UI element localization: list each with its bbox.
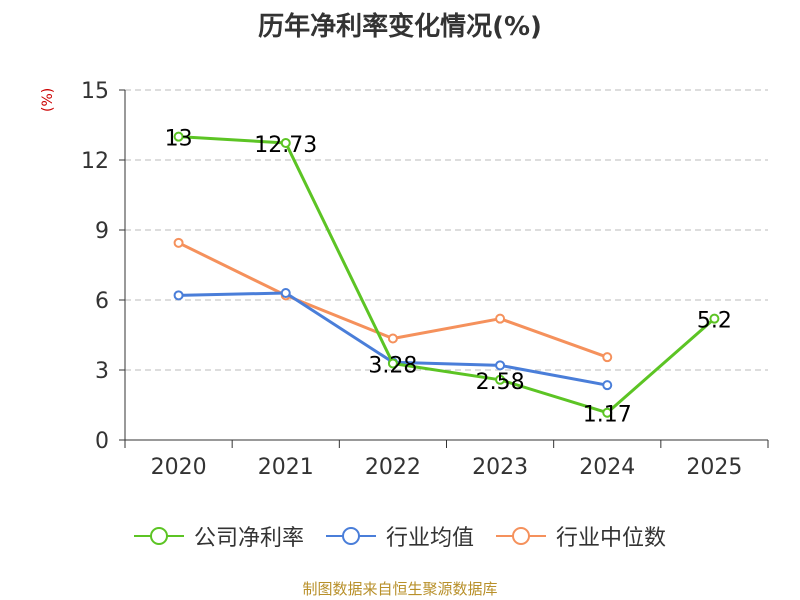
data-point-2-0 <box>173 237 184 248</box>
x-tick-label-2021: 2021 <box>258 455 314 480</box>
y-tick-label: 0 <box>95 429 109 454</box>
y-tick-label: 12 <box>81 149 109 174</box>
series-lines <box>173 131 720 418</box>
legend-item-industry-median[interactable]: 行业中位数 <box>496 520 666 552</box>
legend-item-company[interactable]: 公司净利率 <box>133 520 304 552</box>
data-label-company-1: 12.73 <box>254 133 317 158</box>
data-point-1-0 <box>173 290 184 301</box>
data-point-1-4 <box>602 380 613 391</box>
legend-label-industry-median: 行业中位数 <box>556 526 667 551</box>
data-point-0-1 <box>280 137 291 148</box>
x-tick-label-2025: 2025 <box>686 455 742 480</box>
data-label-company-5: 5.2 <box>697 309 732 334</box>
data-point-1-3 <box>495 360 506 371</box>
y-tick-label: 9 <box>95 219 109 244</box>
axes: 0 3 6 9 12 15 2020 2021 2022 2023 2024 2025 <box>81 79 769 480</box>
data-point-0-3 <box>495 374 506 385</box>
data-point-2-3 <box>495 313 506 324</box>
series-line-0 <box>178 135 716 415</box>
x-tick-label-2024: 2024 <box>579 455 635 480</box>
chart-title: 历年净利率变化情况(%) <box>258 12 542 42</box>
legend-item-industry-mean[interactable]: 行业均值 <box>325 520 474 552</box>
y-tick-label: 3 <box>95 359 109 384</box>
x-tick-label-2022: 2022 <box>365 455 421 480</box>
footer-source-note: 制图数据来自恒生聚源数据库 <box>302 580 498 598</box>
data-label-company-2: 3.28 <box>368 353 417 378</box>
data-point-1-1 <box>280 288 291 298</box>
y-tick-label: 15 <box>81 79 109 104</box>
data-point-0-2 <box>387 358 398 369</box>
data-label-company-4: 1.17 <box>583 403 632 428</box>
legend-label-industry-mean: 行业均值 <box>385 526 474 551</box>
data-point-2-4 <box>602 352 613 363</box>
legend-label-company: 公司净利率 <box>193 526 304 551</box>
data-label-company-3: 2.58 <box>476 370 525 395</box>
data-point-0-0 <box>173 131 184 142</box>
x-tick-label-2023: 2023 <box>472 455 528 480</box>
data-label-company-0: 13 <box>165 127 193 152</box>
x-tick-label-2020: 2020 <box>151 455 207 480</box>
data-point-0-4 <box>602 407 613 418</box>
y-tick-label: 6 <box>95 289 109 314</box>
grid-lines <box>125 89 768 371</box>
legend-swatch-industry-median <box>496 527 546 545</box>
data-point-0-5 <box>709 313 720 324</box>
legend-swatch-industry-mean <box>325 527 376 545</box>
legend-swatch-company <box>133 527 184 545</box>
data-point-2-2 <box>387 333 398 344</box>
legend: 公司净利率 行业均值 行业中位数 <box>0 520 800 552</box>
data-labels: 13 12.73 3.28 2.58 1.17 5.2 <box>165 127 732 428</box>
